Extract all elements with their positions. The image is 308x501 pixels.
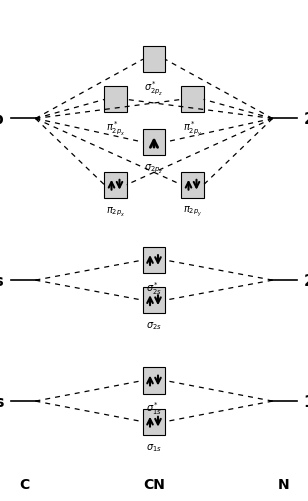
Text: N: N: [278, 477, 289, 491]
Text: $\sigma_{2p_z}$: $\sigma_{2p_z}$: [144, 162, 164, 175]
Text: 1s: 1s: [0, 394, 5, 409]
Text: $\sigma^*_{2p_z}$: $\sigma^*_{2p_z}$: [144, 79, 164, 97]
Text: $\sigma_{1s}$: $\sigma_{1s}$: [146, 441, 162, 453]
Text: $\pi^*_{2p_x}$: $\pi^*_{2p_x}$: [106, 119, 125, 137]
Bar: [143, 288, 165, 314]
Bar: [104, 87, 127, 113]
Text: $\pi_{2p_y}$: $\pi_{2p_y}$: [183, 204, 202, 218]
Text: $\sigma^*_{1s}$: $\sigma^*_{1s}$: [146, 400, 162, 416]
Bar: [181, 172, 204, 198]
Bar: [143, 368, 165, 394]
Text: $\sigma_{2s}$: $\sigma_{2s}$: [146, 320, 162, 332]
Bar: [143, 47, 165, 73]
Text: CN: CN: [143, 477, 165, 491]
Bar: [143, 409, 165, 435]
Text: 2p: 2p: [0, 112, 5, 127]
Bar: [104, 172, 127, 198]
Text: $\sigma^*_{2s}$: $\sigma^*_{2s}$: [146, 280, 162, 296]
Text: 2s: 2s: [303, 273, 308, 288]
Text: C: C: [19, 477, 30, 491]
Bar: [143, 247, 165, 274]
Text: 2s: 2s: [0, 273, 5, 288]
Text: 2p: 2p: [303, 112, 308, 127]
Text: 1s: 1s: [303, 394, 308, 409]
Text: $\pi^*_{2p_y}$: $\pi^*_{2p_y}$: [183, 119, 202, 138]
Bar: [143, 130, 165, 156]
Bar: [181, 87, 204, 113]
Text: $\pi_{2p_x}$: $\pi_{2p_x}$: [106, 204, 125, 217]
